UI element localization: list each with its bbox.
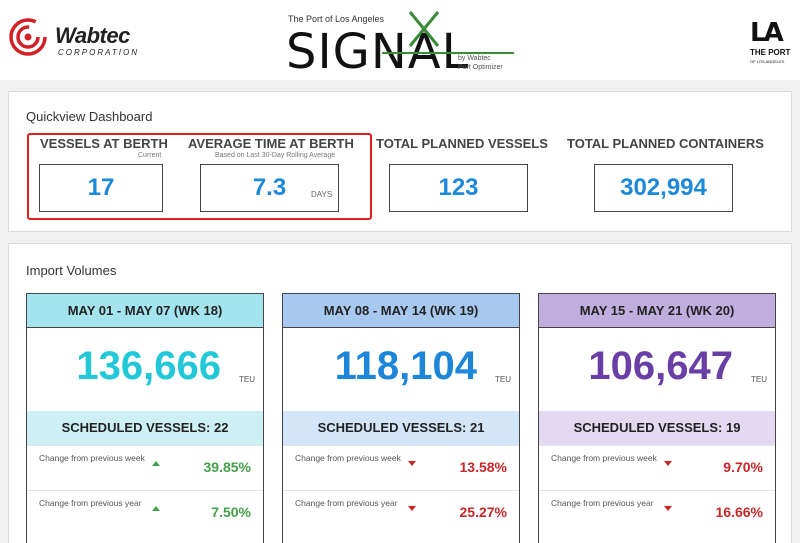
change-row-year: Change from previous year 16.66% [539,490,775,535]
change-row-week: Change from previous week 9.70% [539,445,775,490]
arrow-down-icon [664,461,672,466]
change-label: Change from previous year [39,498,142,508]
signal-product-label: Port Optimizer [458,64,503,71]
wabtec-name: Wabtec [55,23,130,48]
change-value: 13.58% [459,459,507,475]
vessels-at-berth-value: 17 [87,174,115,201]
scheduled-vessels: SCHEDULED VESSELS: 19 [539,411,775,445]
la-mark: LA [750,18,784,48]
arrow-up-icon [152,461,160,466]
avg-time-at-berth-tile[interactable]: 7.3 DAYS [200,164,339,212]
total-planned-vessels-label: TOTAL PLANNED VESSELS [376,136,548,151]
quickview-panel: Quickview Dashboard VESSELS AT BERTH Cur… [8,91,792,232]
scheduled-vessels: SCHEDULED VESSELS: 22 [27,411,263,445]
teu-value: 136,666 [76,344,221,388]
import-volumes-title: Import Volumes [26,263,117,278]
teu-unit: TEU [495,375,511,384]
berth-metrics-highlight [27,133,372,220]
avg-time-at-berth-label: AVERAGE TIME AT BERTH [188,136,354,151]
wabtec-mark-icon [9,18,47,56]
week-card-teu: 136,666 TEU [27,328,263,411]
quickview-title: Quickview Dashboard [26,109,153,124]
arrow-down-icon [408,506,416,511]
signal-x-icon [408,11,440,47]
week-card[interactable]: MAY 15 - MAY 21 (WK 20) 106,647 TEU SCHE… [538,293,776,543]
total-planned-vessels-value: 123 [438,174,479,201]
signal-underline [382,52,514,54]
week-card[interactable]: MAY 01 - MAY 07 (WK 18) 136,666 TEU SCHE… [26,293,264,543]
week-card-teu: 118,104 TEU [283,328,519,411]
signal-port-name: The Port of Los Angeles [288,14,385,24]
change-row-week: Change from previous week 39.85% [27,445,263,490]
change-value: 7.50% [211,504,251,520]
port-of-la-logo: LA THE PORT OF LOS ANGELES [748,18,792,70]
teu-unit: TEU [751,375,767,384]
total-planned-containers-value: 302,994 [620,174,707,201]
scheduled-vessels: SCHEDULED VESSELS: 21 [283,411,519,445]
teu-value: 106,647 [588,344,733,388]
app-header: Wabtec CORPORATION The Port of Los Angel… [0,0,800,80]
week-card-header: MAY 15 - MAY 21 (WK 20) [539,294,775,328]
avg-time-at-berth-unit: DAYS [311,190,333,199]
avg-time-at-berth-value: 7.3 [252,174,287,201]
avg-time-at-berth-sub: Based on Last 30-Day Rolling Average [215,152,336,159]
week-card-teu: 106,647 TEU [539,328,775,411]
la-city-label: OF LOS ANGELES [750,59,785,64]
signal-by-label: by Wabtec [458,55,491,62]
vessels-at-berth-tile[interactable]: 17 [39,164,163,212]
change-value: 39.85% [203,459,251,475]
change-label: Change from previous week [39,453,145,463]
total-planned-containers-label: TOTAL PLANNED CONTAINERS [567,136,764,151]
change-label: Change from previous year [295,498,398,508]
total-planned-vessels-tile[interactable]: 123 [389,164,528,212]
change-row-year: Change from previous year 25.27% [283,490,519,535]
change-row-week: Change from previous week 13.58% [283,445,519,490]
week-card-header: MAY 01 - MAY 07 (WK 18) [27,294,263,328]
la-port-label: THE PORT [750,48,791,57]
vessels-at-berth-sub: Current [138,152,162,159]
arrow-down-icon [408,461,416,466]
import-volumes-panel: Import Volumes MAY 01 - MAY 07 (WK 18) 1… [8,243,792,543]
wabtec-subtitle: CORPORATION [58,48,139,57]
arrow-down-icon [664,506,672,511]
change-row-year: Change from previous year 7.50% [27,490,263,535]
change-label: Change from previous year [551,498,654,508]
week-card[interactable]: MAY 08 - MAY 14 (WK 19) 118,104 TEU SCHE… [282,293,520,543]
teu-unit: TEU [239,375,255,384]
week-card-header: MAY 08 - MAY 14 (WK 19) [283,294,519,328]
change-value: 16.66% [715,504,763,520]
signal-logo: The Port of Los Angeles SIGNAL by Wabtec… [286,8,522,80]
teu-value: 118,104 [334,344,477,388]
total-planned-containers-tile[interactable]: 302,994 [594,164,733,212]
change-value: 9.70% [723,459,763,475]
arrow-up-icon [152,506,160,511]
change-value: 25.27% [459,504,507,520]
change-label: Change from previous week [295,453,401,463]
wabtec-logo: Wabtec CORPORATION [8,17,158,67]
change-label: Change from previous week [551,453,657,463]
vessels-at-berth-label: VESSELS AT BERTH [40,136,168,151]
